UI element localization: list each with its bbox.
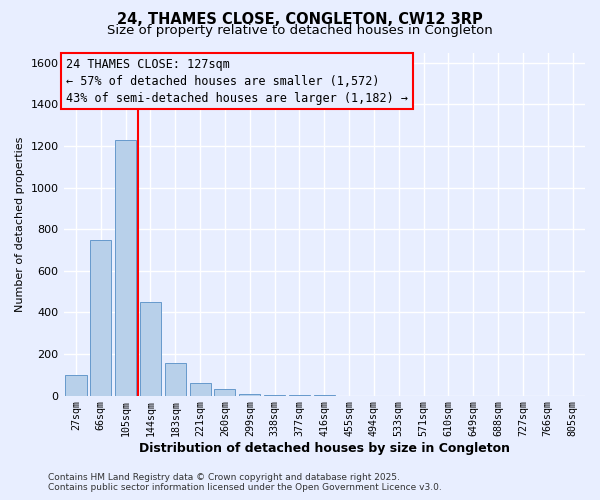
Bar [65,375,86,396]
Bar [264,394,285,396]
Bar [190,383,211,396]
Text: 24, THAMES CLOSE, CONGLETON, CW12 3RP: 24, THAMES CLOSE, CONGLETON, CW12 3RP [117,12,483,28]
X-axis label: Distribution of detached houses by size in Congleton: Distribution of detached houses by size … [139,442,510,455]
Text: Size of property relative to detached houses in Congleton: Size of property relative to detached ho… [107,24,493,37]
Bar [239,394,260,396]
Y-axis label: Number of detached properties: Number of detached properties [15,136,25,312]
Bar [90,240,112,396]
Text: 24 THAMES CLOSE: 127sqm
← 57% of detached houses are smaller (1,572)
43% of semi: 24 THAMES CLOSE: 127sqm ← 57% of detache… [66,58,408,104]
Text: Contains HM Land Registry data © Crown copyright and database right 2025.
Contai: Contains HM Land Registry data © Crown c… [48,473,442,492]
Bar [140,302,161,396]
Bar [214,390,235,396]
Bar [165,364,186,396]
Bar [115,140,136,396]
